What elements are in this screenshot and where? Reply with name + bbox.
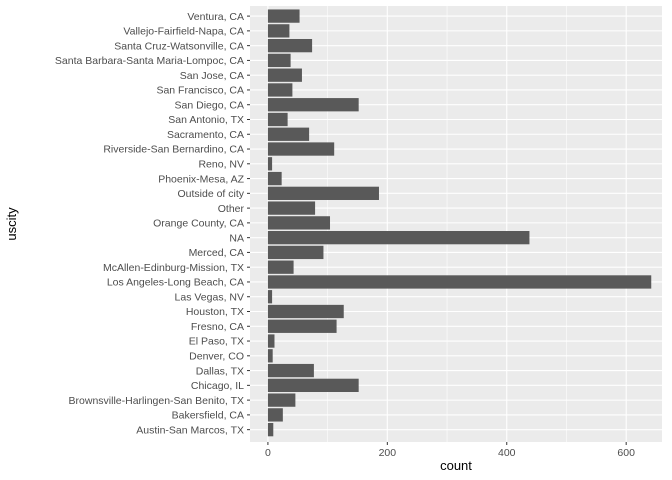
bar — [267, 24, 290, 38]
bar — [267, 378, 359, 392]
y-tick-label: Austin-San Marcos, TX — [136, 424, 244, 436]
bar — [267, 231, 530, 245]
y-tick-label: Bakersfield, CA — [172, 410, 244, 422]
x-tick-label: 400 — [498, 447, 516, 459]
bar — [267, 216, 331, 230]
bar — [267, 186, 379, 200]
y-tick-label: Fresno, CA — [191, 321, 244, 333]
x-tick-label: 0 — [265, 447, 271, 459]
y-axis-title: uscity — [4, 207, 19, 241]
bar — [267, 127, 310, 141]
y-tick-label: Las Vegas, NV — [175, 291, 244, 303]
bar — [267, 245, 324, 260]
bar — [267, 319, 337, 333]
bar — [267, 260, 294, 274]
y-axis: Ventura, CA Vallejo-Fairfield-Napa, CA San… — [55, 11, 250, 436]
y-tick-label: Phoenix-Mesa, AZ — [158, 173, 244, 185]
y-tick-label: McAllen-Edinburg-Mission, TX — [103, 262, 244, 274]
x-tick-label: 200 — [379, 447, 397, 459]
y-tick-label: San Jose, CA — [180, 70, 244, 82]
bars — [267, 9, 652, 437]
bar — [267, 98, 359, 112]
x-tick-label: 600 — [617, 447, 635, 459]
bar — [267, 423, 274, 437]
x-axis: 0 200 400 600 — [265, 442, 635, 459]
bar — [267, 334, 275, 348]
bar — [267, 38, 313, 53]
y-tick-label: Riverside-San Bernardino, CA — [103, 144, 244, 156]
y-tick-label: Santa Barbara-Santa Maria-Lompoc, CA — [55, 55, 244, 67]
bar — [267, 9, 300, 23]
y-tick-label: Outside of city — [177, 188, 244, 200]
bar — [267, 349, 273, 363]
grid-lines — [250, 6, 662, 442]
y-tick-label: Orange County, CA — [153, 218, 244, 230]
y-tick-label: Chicago, IL — [191, 380, 244, 392]
bar — [267, 142, 335, 156]
y-tick-label: Vallejo-Fairfield-Napa, CA — [123, 26, 244, 38]
bar — [267, 171, 282, 186]
y-tick-label: Santa Cruz-Watsonville, CA — [114, 40, 244, 52]
y-tick-label: San Francisco, CA — [156, 85, 244, 97]
bar — [267, 53, 291, 68]
y-tick-label: Denver, CO — [189, 351, 244, 363]
y-tick-label: Houston, TX — [186, 306, 244, 318]
y-tick-label: Sacramento, CA — [167, 129, 244, 141]
bar — [267, 290, 273, 304]
y-tick-label: San Diego, CA — [175, 99, 244, 111]
bar — [267, 112, 288, 127]
bar — [267, 275, 652, 289]
y-tick-label: NA — [229, 232, 244, 244]
bar — [267, 83, 293, 97]
y-tick-label: Los Angeles-Long Beach, CA — [107, 277, 244, 289]
bar — [267, 201, 316, 215]
bar — [267, 157, 273, 171]
y-tick-label: Ventura, CA — [187, 11, 244, 23]
y-tick-label: Other — [218, 203, 245, 215]
bar — [267, 304, 344, 319]
y-tick-label: El Paso, TX — [189, 336, 244, 348]
bar — [267, 393, 296, 407]
y-tick-label: Reno, NV — [198, 159, 244, 171]
bar — [267, 363, 314, 378]
y-tick-label: Dallas, TX — [196, 365, 244, 377]
bar — [267, 68, 302, 82]
y-tick-label: Merced, CA — [189, 247, 244, 259]
y-tick-label: Brownsville-Harlingen-San Benito, TX — [69, 395, 244, 407]
x-axis-title: count — [440, 458, 472, 473]
y-tick-label: San Antonio, TX — [168, 114, 244, 126]
bar — [267, 408, 283, 422]
